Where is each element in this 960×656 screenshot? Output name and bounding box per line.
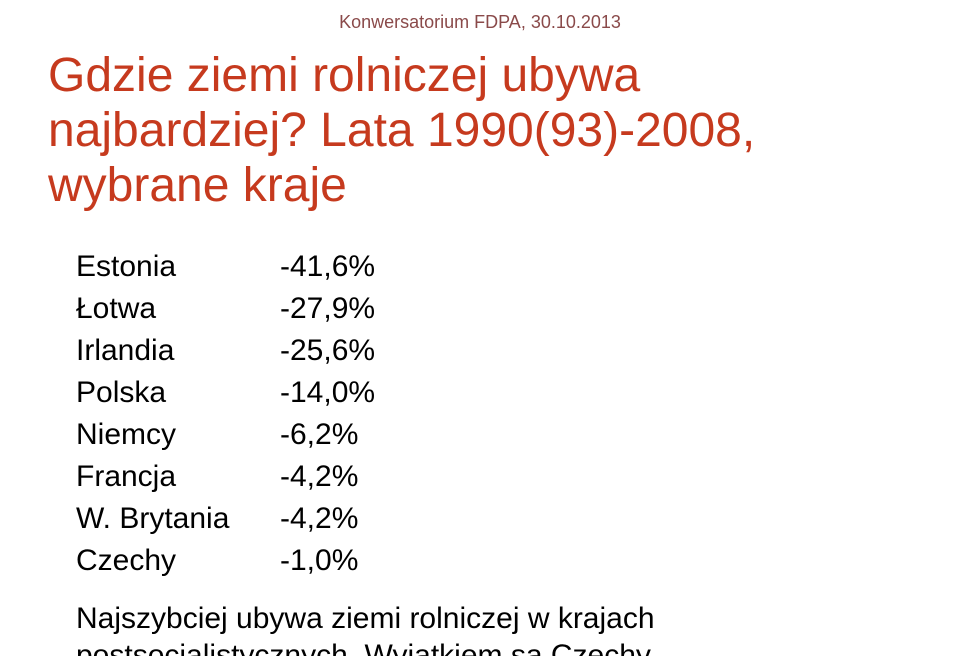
- value-cell: -4,2%: [280, 456, 375, 498]
- country-cell: Łotwa: [76, 288, 280, 330]
- country-cell: Estonia: [76, 246, 280, 288]
- value-cell: -1,0%: [280, 540, 375, 582]
- table-row: Niemcy -6,2%: [76, 414, 375, 456]
- table-row: Francja -4,2%: [76, 456, 375, 498]
- country-cell: Czechy: [76, 540, 280, 582]
- data-table: Estonia -41,6% Łotwa -27,9% Irlandia -25…: [76, 246, 375, 582]
- country-cell: Niemcy: [76, 414, 280, 456]
- title-line2: najbardziej?: [48, 104, 307, 157]
- country-cell: Irlandia: [76, 330, 280, 372]
- table-row: Czechy -1,0%: [76, 540, 375, 582]
- page-title: Gdzie ziemi rolniczej ubywa najbardziej?…: [48, 48, 912, 214]
- value-cell: -4,2%: [280, 498, 375, 540]
- slide: Konwersatorium FDPA, 30.10.2013 Gdzie zi…: [0, 0, 960, 656]
- content-area: Estonia -41,6% Łotwa -27,9% Irlandia -25…: [76, 246, 912, 656]
- value-cell: -25,6%: [280, 330, 375, 372]
- table-row: W. Brytania -4,2%: [76, 498, 375, 540]
- table-row: Estonia -41,6%: [76, 246, 375, 288]
- table-row: Polska -14,0%: [76, 372, 375, 414]
- country-cell: W. Brytania: [76, 498, 280, 540]
- country-cell: Francja: [76, 456, 280, 498]
- header-date: Konwersatorium FDPA, 30.10.2013: [0, 12, 960, 33]
- table-row: Łotwa -27,9%: [76, 288, 375, 330]
- value-cell: -27,9%: [280, 288, 375, 330]
- title-line1: Gdzie ziemi rolniczej ubywa: [48, 49, 640, 102]
- country-cell: Polska: [76, 372, 280, 414]
- table-row: Irlandia -25,6%: [76, 330, 375, 372]
- value-cell: -41,6%: [280, 246, 375, 288]
- footnote: Najszybciej ubywa ziemi rolniczej w kraj…: [76, 600, 836, 656]
- value-cell: -14,0%: [280, 372, 375, 414]
- value-cell: -6,2%: [280, 414, 375, 456]
